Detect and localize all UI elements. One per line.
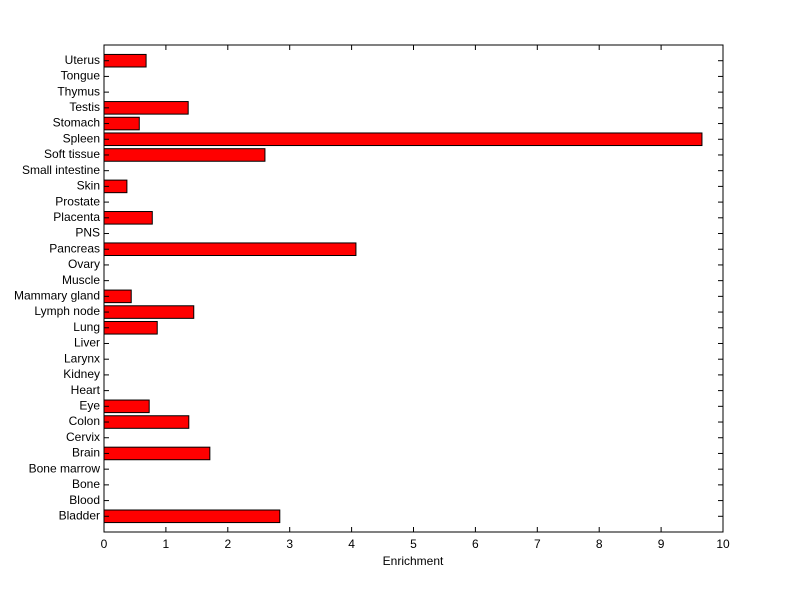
y-tick-label: Bone — [72, 477, 100, 491]
x-tick-label: 10 — [716, 537, 730, 551]
y-tick-label: Blood — [69, 493, 100, 507]
x-tick-label: 3 — [286, 537, 293, 551]
bar — [103, 399, 150, 414]
y-tick-label: Spleen — [63, 131, 100, 145]
y-tick-label: Stomach — [53, 116, 100, 130]
x-tick-label: 8 — [596, 537, 603, 551]
y-tick-label: Brain — [72, 446, 100, 460]
y-tick-label: Placenta — [53, 210, 100, 224]
y-tick-label: Heart — [71, 383, 101, 397]
y-tick-label: Soft tissue — [44, 147, 100, 161]
y-tick-label: Eye — [79, 398, 100, 412]
axes-box — [103, 44, 724, 533]
y-tick-label: Liver — [74, 336, 100, 350]
y-tick-label: Ovary — [68, 257, 100, 271]
x-tick-label: 9 — [658, 537, 665, 551]
y-tick-label: Testis — [69, 100, 100, 114]
bar — [103, 101, 189, 115]
bar — [103, 132, 703, 147]
y-tick-label: Thymus — [57, 84, 100, 98]
y-tick-label: Mammary gland — [14, 289, 100, 303]
y-tick-label: Tongue — [61, 69, 101, 83]
x-tick-label: 7 — [534, 537, 541, 551]
y-tick-label: Muscle — [62, 273, 100, 287]
y-tick-label: Colon — [69, 414, 100, 428]
bar — [103, 116, 140, 131]
y-tick-label: Prostate — [55, 194, 100, 208]
x-tick-label: 1 — [163, 537, 170, 551]
y-tick-label: Bladder — [59, 508, 100, 522]
bar — [103, 148, 266, 162]
y-tick-label: Lymph node — [34, 304, 100, 318]
bar — [103, 320, 158, 335]
y-tick-label: Uterus — [65, 53, 100, 67]
y-tick-label: Bone marrow — [29, 461, 101, 475]
x-tick-label: 2 — [224, 537, 231, 551]
y-tick-label: PNS — [75, 226, 100, 240]
y-tick-label: Larynx — [64, 351, 100, 365]
bar — [103, 53, 147, 68]
y-tick-label: Kidney — [63, 367, 100, 381]
y-tick-label: Pancreas — [49, 241, 100, 255]
x-tick-label: 5 — [410, 537, 417, 551]
bar — [103, 242, 357, 257]
y-tick-label: Lung — [73, 320, 100, 334]
x-tick-label: 0 — [101, 537, 108, 551]
bar — [103, 446, 211, 461]
y-tick-label: Small intestine — [22, 163, 100, 177]
bar — [103, 509, 281, 524]
y-tick-label: Cervix — [66, 430, 100, 444]
bar — [103, 305, 195, 319]
y-tick-label: Skin — [77, 179, 100, 193]
bar — [103, 415, 190, 429]
x-tick-label: 4 — [348, 537, 355, 551]
x-axis-label: Enrichment — [383, 554, 444, 568]
x-tick-label: 6 — [472, 537, 479, 551]
bar — [103, 211, 153, 225]
